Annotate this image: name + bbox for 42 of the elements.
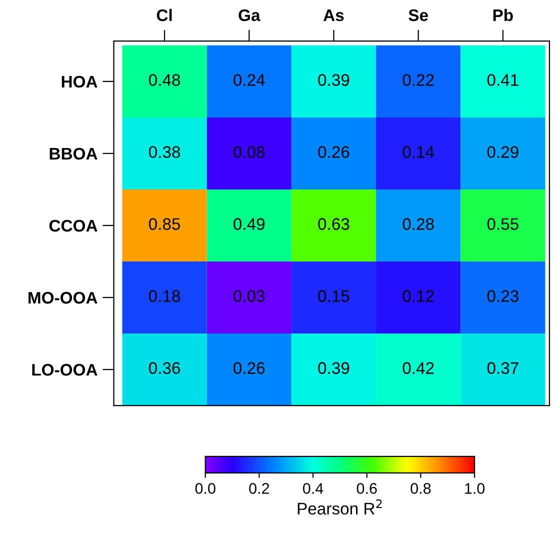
data-label: 0.42 — [402, 362, 434, 374]
data-label: 0.55 — [487, 218, 518, 230]
y-tick-label: MO-OOA — [28, 292, 98, 304]
y-tick-label: LO-OOA — [32, 364, 98, 376]
data-label: 0.28 — [402, 218, 434, 230]
data-label: 0.29 — [487, 146, 518, 158]
x-tick-label: Pb — [493, 8, 513, 22]
color-bar-label: 0.2 — [249, 483, 270, 494]
y-tick-label: CCOA — [49, 220, 98, 232]
data-label: 0.39 — [318, 74, 350, 86]
x-tick-label: Se — [408, 9, 428, 22]
data-label: 0.48 — [148, 74, 180, 86]
data-label: 0.24 — [234, 74, 265, 86]
data-label: 0.12 — [402, 290, 434, 302]
data-label: 0.39 — [318, 362, 350, 374]
data-label: 0.37 — [487, 362, 518, 374]
data-label: 0.36 — [148, 362, 180, 374]
y-tick-label: HOA — [62, 76, 98, 88]
color-bar-label: 0.6 — [356, 483, 377, 494]
data-label: 0.23 — [487, 290, 518, 302]
color-bar-label: 1.0 — [465, 483, 485, 494]
data-label: 0.41 — [487, 74, 518, 86]
x-tick-label: As — [323, 10, 344, 22]
y-tick-label: BBOA — [50, 148, 98, 160]
data-label: 0.03 — [234, 290, 265, 302]
data-label: 0.15 — [318, 290, 350, 302]
data-label: 0.26 — [318, 146, 350, 158]
data-label: 0.63 — [318, 218, 350, 230]
data-label: 0.26 — [234, 362, 265, 374]
data-label: 0.18 — [148, 290, 180, 302]
color-bar-label: 0.8 — [410, 483, 431, 494]
color-bar-title: Pearson R$^{2}$ — [298, 499, 382, 515]
data-label: 0.14 — [402, 146, 434, 158]
x-tick-label: Cl — [156, 8, 172, 22]
data-label: 0.22 — [402, 74, 434, 86]
x-tick-label: Ga — [238, 9, 260, 22]
color-bar-label: 0.4 — [303, 483, 324, 494]
data-label: 0.38 — [148, 146, 180, 158]
color-bar-label: 0.0 — [195, 483, 216, 494]
data-label: 0.85 — [148, 218, 180, 230]
data-label: 0.49 — [234, 218, 265, 230]
data-label: 0.08 — [234, 146, 265, 158]
